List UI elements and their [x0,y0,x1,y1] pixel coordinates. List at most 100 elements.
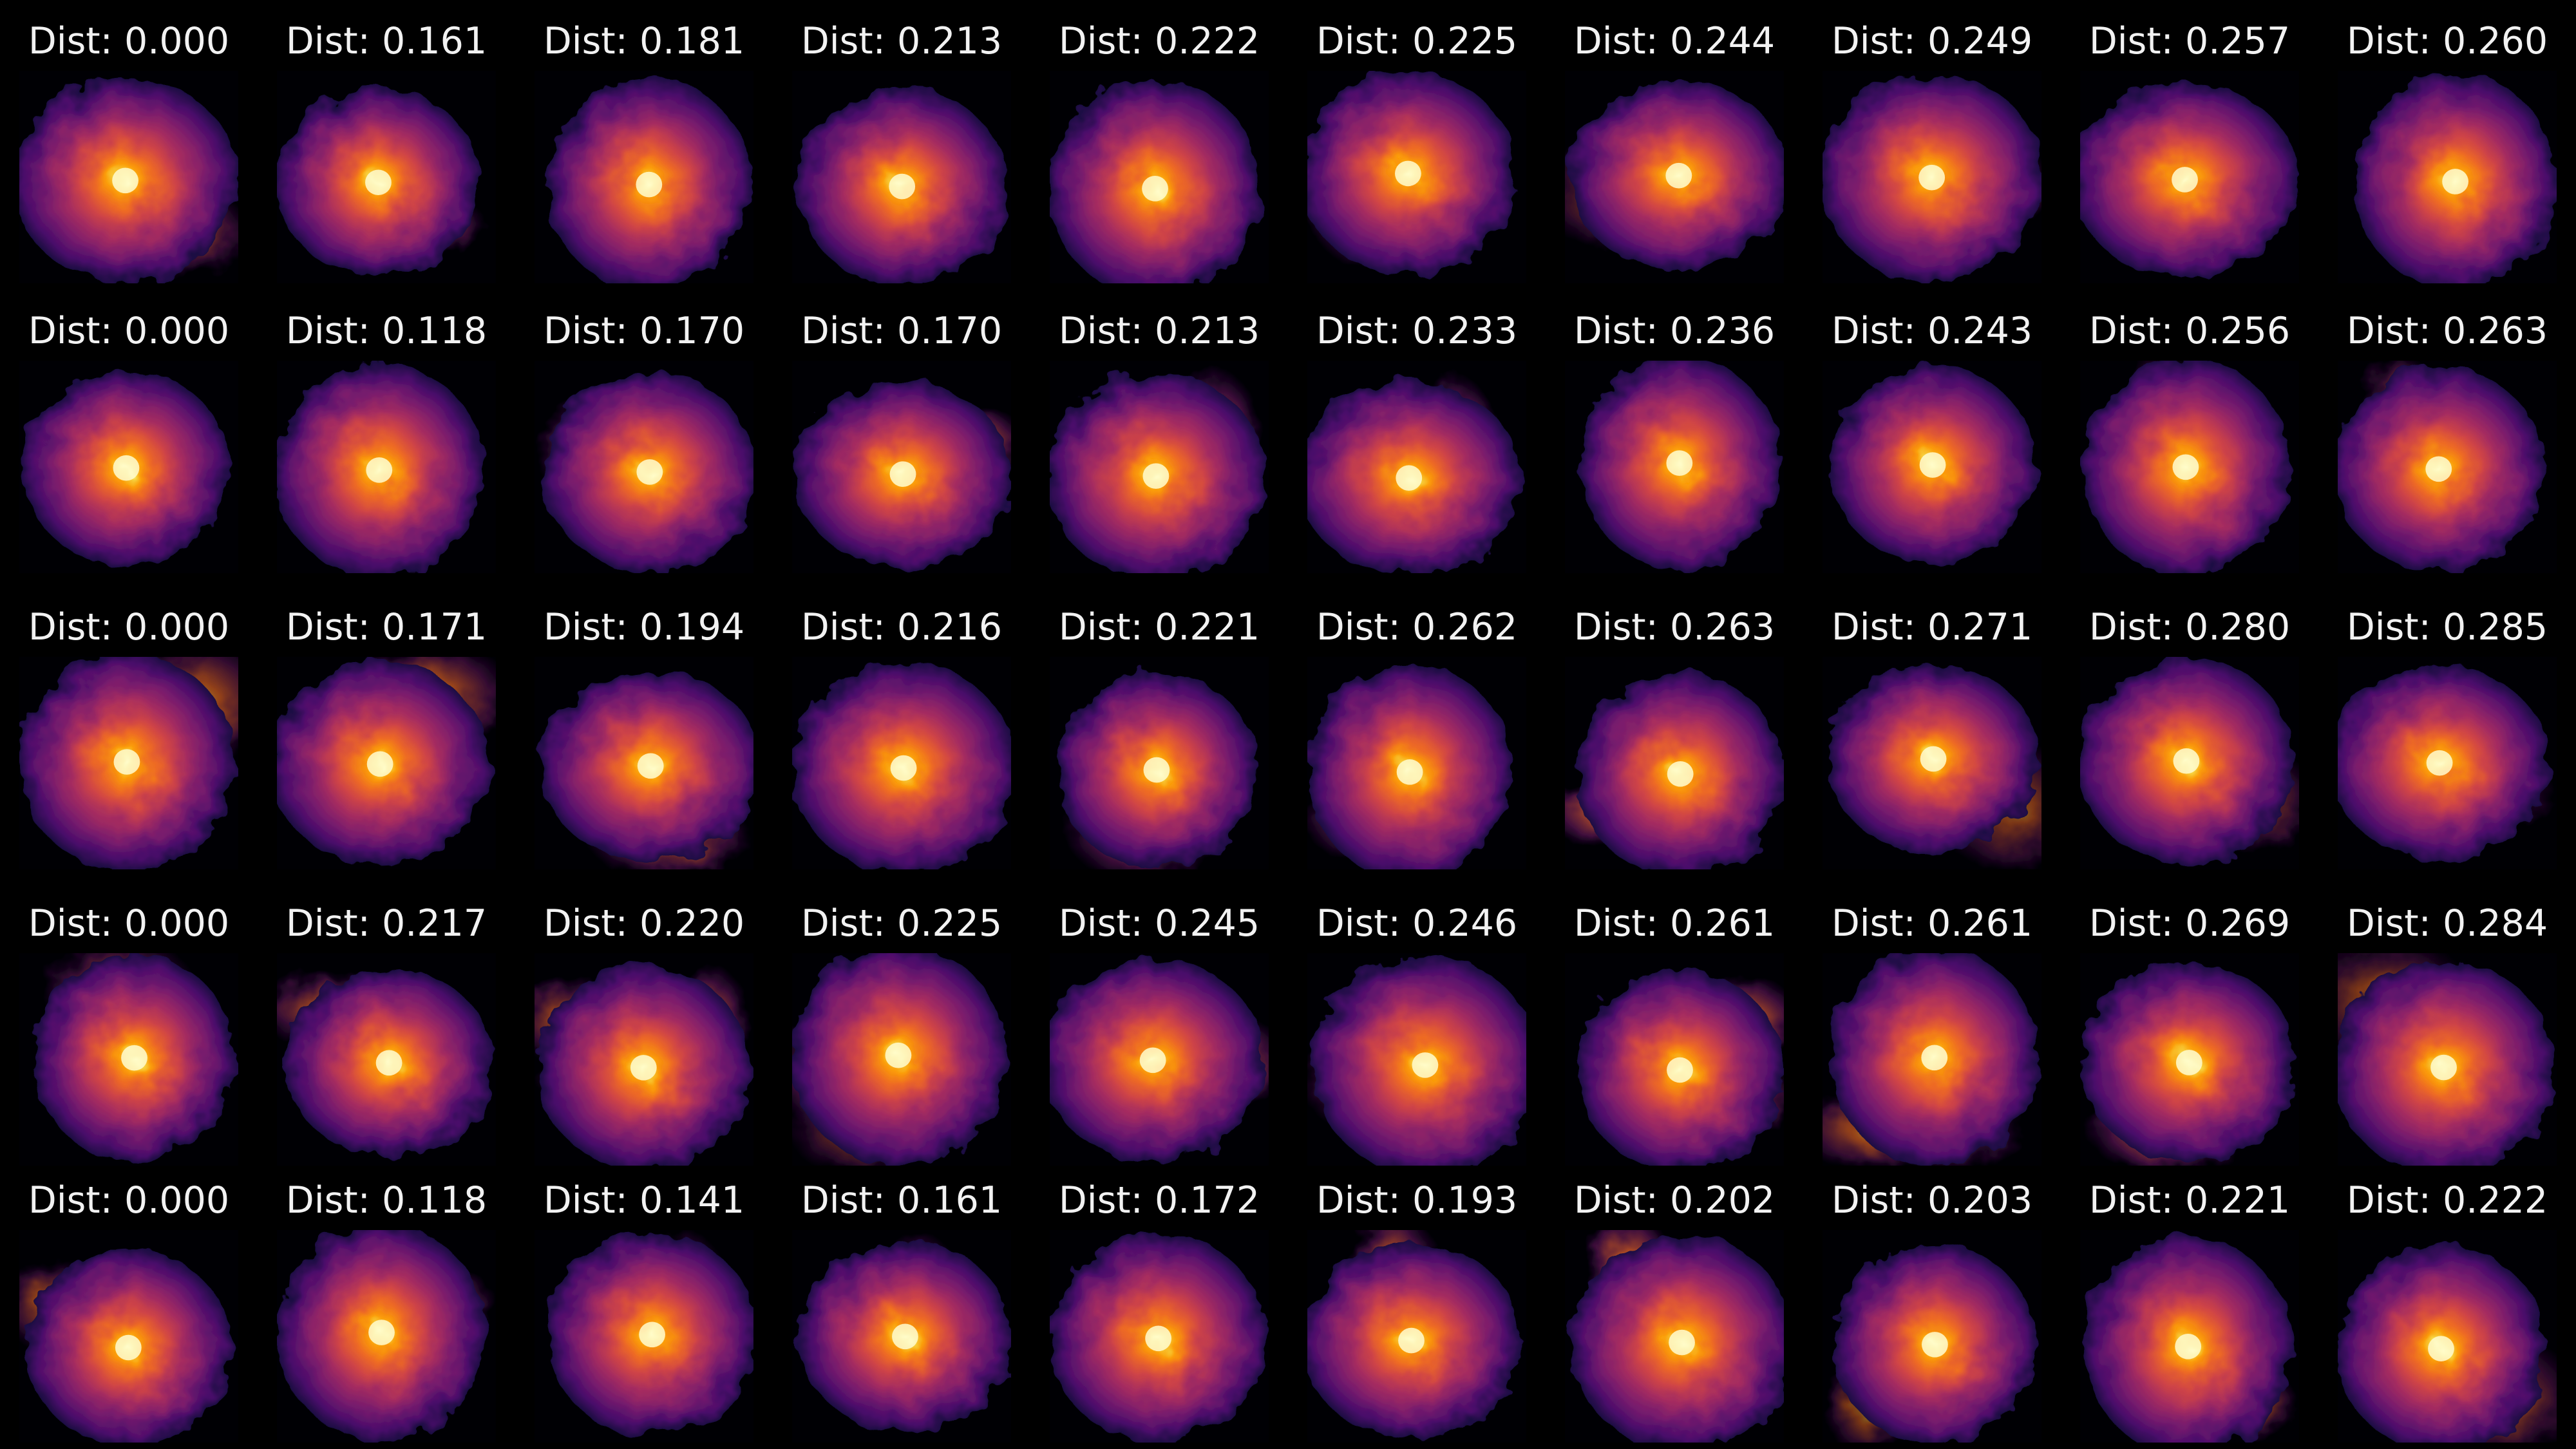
distance-value: 0.203 [1927,1179,2033,1222]
distance-label: Dist: 0.194 [535,605,753,649]
distance-value: 0.221 [2184,1179,2291,1222]
thumbnail-cell: Dist: 0.222 [1050,19,1269,283]
thumbnail-cell: Dist: 0.000 [19,902,238,1166]
halo-thumbnail-image [1050,361,1269,573]
distance-value: 0.263 [2442,310,2548,352]
distance-label: Dist: 0.172 [1050,1179,1269,1222]
density-map-icon [2338,361,2557,573]
density-map-icon [19,361,238,573]
thumbnail-cell: Dist: 0.000 [19,19,238,283]
distance-label: Dist: 0.171 [277,605,496,649]
distance-label: Dist: 0.261 [1823,902,2041,945]
distance-label: Dist: 0.170 [535,309,753,353]
distance-label: Dist: 0.216 [792,605,1011,649]
distance-value: 0.221 [1154,606,1260,649]
thumbnail-cell: Dist: 0.221 [2080,1179,2299,1443]
halo-thumbnail-image [2080,657,2299,869]
distance-value: 0.000 [124,1179,230,1222]
distance-value: 0.193 [1412,1179,1518,1222]
distance-label: Dist: 0.280 [2080,605,2299,649]
density-map-icon [535,71,753,283]
thumbnail-cell: Dist: 0.213 [792,19,1011,283]
halo-thumbnail-image [1565,953,1784,1166]
distance-prefix: Dist: [1316,310,1401,352]
distance-prefix: Dist: [28,606,113,649]
distance-prefix: Dist: [800,606,886,649]
thumbnail-cell: Dist: 0.263 [1565,605,1784,869]
density-map-icon [792,953,1011,1166]
thumbnail-cell: Dist: 0.225 [792,902,1011,1166]
distance-label: Dist: 0.222 [1050,19,1269,63]
distance-label: Dist: 0.161 [277,19,496,63]
thumbnail-cell: Dist: 0.257 [2080,19,2299,283]
distance-label: Dist: 0.225 [1307,19,1526,63]
distance-label: Dist: 0.221 [1050,605,1269,649]
density-map-icon [1565,1230,1784,1443]
thumbnail-cell: Dist: 0.244 [1565,19,1784,283]
density-map-icon [19,953,238,1166]
density-map-icon [277,1230,496,1443]
distance-value: 0.225 [896,902,1003,945]
density-map-icon [1050,953,1269,1166]
halo-thumbnail-image [2338,71,2557,283]
distance-value: 0.271 [1927,606,2033,649]
halo-thumbnail-image [1823,953,2041,1166]
halo-thumbnail-image [535,71,753,283]
distance-prefix: Dist: [285,902,370,945]
distance-label: Dist: 0.170 [792,309,1011,353]
distance-value: 0.202 [1669,1179,1776,1222]
density-map-icon [277,657,496,869]
distance-prefix: Dist: [800,310,886,352]
density-map-icon [2338,1230,2557,1443]
density-map-icon [792,1230,1011,1443]
distance-value: 0.249 [1927,20,2033,62]
density-map-icon [2080,953,2299,1166]
distance-prefix: Dist: [28,20,113,62]
thumbnail-cell: Dist: 0.203 [1823,1179,2041,1443]
distance-prefix: Dist: [2346,606,2431,649]
distance-value: 0.161 [896,1179,1003,1222]
halo-thumbnail-image [19,657,238,869]
distance-label: Dist: 0.000 [19,309,238,353]
distance-label: Dist: 0.181 [535,19,753,63]
distance-label: Dist: 0.243 [1823,309,2041,353]
distance-label: Dist: 0.233 [1307,309,1526,353]
distance-value: 0.194 [639,606,745,649]
density-map-icon [1050,1230,1269,1443]
thumbnail-cell: Dist: 0.170 [792,309,1011,573]
distance-prefix: Dist: [1831,902,1916,945]
distance-label: Dist: 0.213 [1050,309,1269,353]
halo-thumbnail-image [2338,657,2557,869]
thumbnail-cell: Dist: 0.261 [1565,902,1784,1166]
halo-thumbnail-image [792,71,1011,283]
distance-value: 0.181 [639,20,745,62]
thumbnail-cell: Dist: 0.000 [19,1179,238,1443]
distance-label: Dist: 0.193 [1307,1179,1526,1222]
distance-label: Dist: 0.236 [1565,309,1784,353]
thumbnail-cell: Dist: 0.193 [1307,1179,1526,1443]
distance-label: Dist: 0.217 [277,902,496,945]
distance-prefix: Dist: [1058,1179,1143,1222]
distance-prefix: Dist: [2088,606,2174,649]
halo-thumbnail-image [1307,1230,1526,1443]
thumbnail-cell: Dist: 0.194 [535,605,753,869]
halo-thumbnail-image [1050,953,1269,1166]
halo-thumbnail-image [792,953,1011,1166]
distance-value: 0.280 [2184,606,2291,649]
thumbnail-cell: Dist: 0.221 [1050,605,1269,869]
distance-prefix: Dist: [1831,310,1916,352]
density-map-icon [1823,361,2041,573]
distance-value: 0.262 [1412,606,1518,649]
distance-label: Dist: 0.000 [19,1179,238,1222]
density-map-icon [1050,71,1269,283]
distance-value: 0.269 [2184,902,2291,945]
distance-prefix: Dist: [285,20,370,62]
distance-prefix: Dist: [543,20,628,62]
distance-prefix: Dist: [2346,1179,2431,1222]
density-map-icon [1307,71,1526,283]
distance-value: 0.118 [381,310,488,352]
thumbnail-cell: Dist: 0.271 [1823,605,2041,869]
distance-value: 0.260 [2442,20,2548,62]
density-map-icon [1565,657,1784,869]
